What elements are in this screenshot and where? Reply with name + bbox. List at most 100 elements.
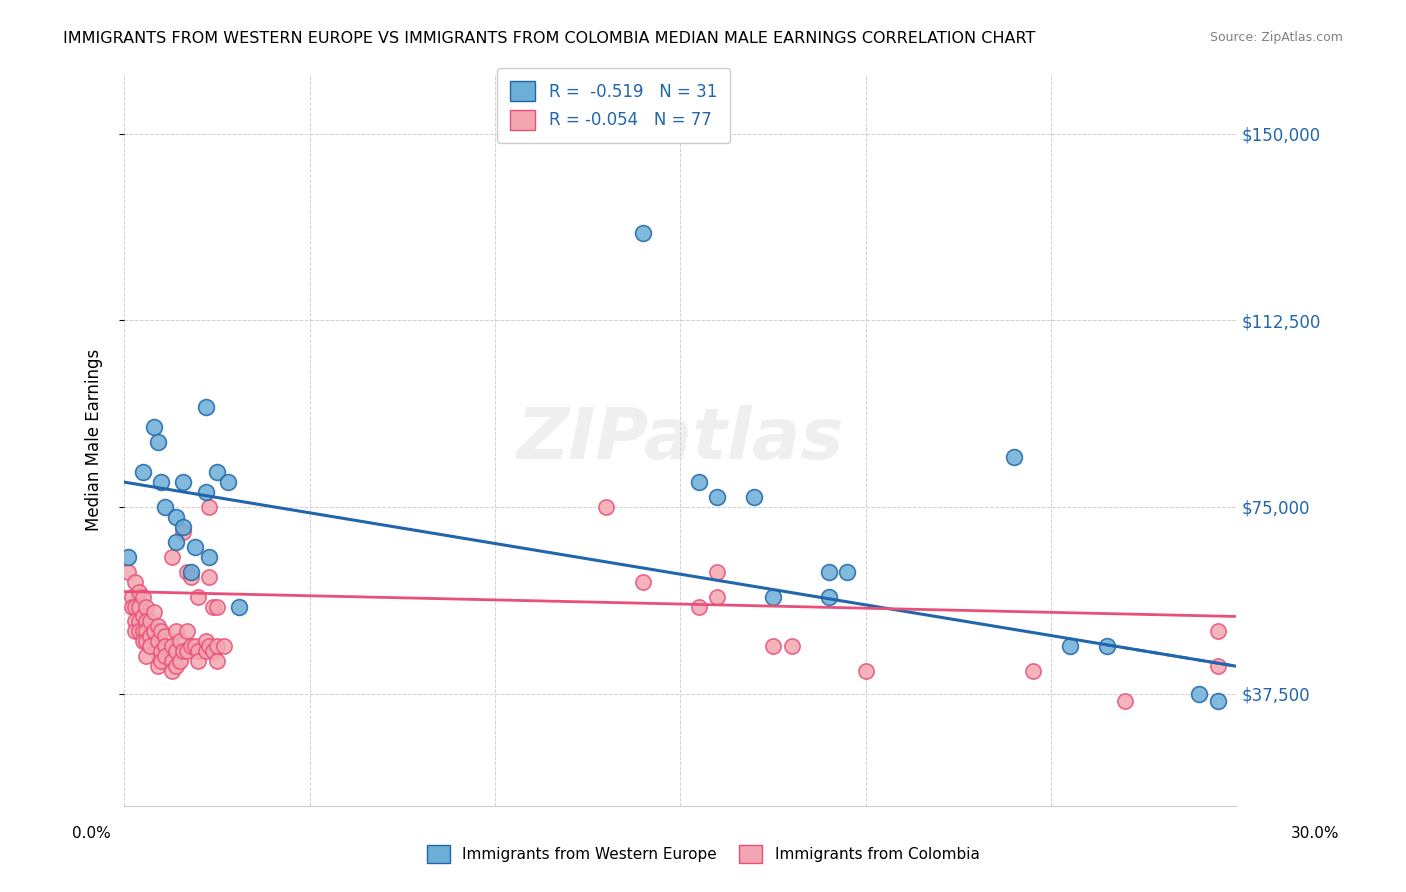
- Point: [128, 599, 150, 614]
- Point: [131, 465, 153, 479]
- Point: [146, 435, 169, 450]
- Point: [205, 599, 228, 614]
- Point: [124, 624, 146, 639]
- Point: [817, 565, 839, 579]
- Point: [817, 590, 839, 604]
- Point: [131, 590, 153, 604]
- Point: [135, 599, 157, 614]
- Point: [1206, 694, 1229, 708]
- Point: [837, 565, 859, 579]
- Point: [180, 640, 202, 654]
- Point: [162, 654, 184, 668]
- Point: [169, 634, 191, 648]
- Text: IMMIGRANTS FROM WESTERN EUROPE VS IMMIGRANTS FROM COLOMBIA MEDIAN MALE EARNINGS : IMMIGRANTS FROM WESTERN EUROPE VS IMMIGR…: [63, 31, 1036, 46]
- Point: [1059, 640, 1081, 654]
- Point: [131, 634, 153, 648]
- Point: [205, 465, 228, 479]
- Point: [172, 475, 194, 489]
- Point: [194, 485, 217, 500]
- Point: [153, 629, 176, 643]
- Point: [183, 540, 205, 554]
- Point: [198, 640, 221, 654]
- Point: [142, 420, 165, 434]
- Point: [135, 624, 157, 639]
- Point: [172, 524, 194, 539]
- Point: [153, 649, 176, 664]
- Point: [205, 654, 228, 668]
- Point: [121, 599, 143, 614]
- Point: [202, 599, 225, 614]
- Point: [706, 490, 728, 504]
- Point: [202, 644, 225, 658]
- Point: [128, 624, 150, 639]
- Point: [146, 619, 169, 633]
- Text: 30.0%: 30.0%: [1291, 827, 1339, 841]
- Text: Source: ZipAtlas.com: Source: ZipAtlas.com: [1209, 31, 1343, 45]
- Point: [165, 644, 187, 658]
- Legend: R =  -0.519   N = 31, R = -0.054   N = 77: R = -0.519 N = 31, R = -0.054 N = 77: [496, 68, 730, 144]
- Point: [762, 640, 785, 654]
- Point: [169, 654, 191, 668]
- Point: [139, 629, 162, 643]
- Point: [176, 624, 198, 639]
- Point: [198, 549, 221, 564]
- Point: [212, 640, 235, 654]
- Point: [165, 624, 187, 639]
- Point: [1002, 450, 1025, 465]
- Point: [124, 599, 146, 614]
- Point: [706, 590, 728, 604]
- Point: [194, 401, 217, 415]
- Point: [165, 534, 187, 549]
- Point: [162, 665, 184, 679]
- Point: [128, 584, 150, 599]
- Y-axis label: Median Male Earnings: Median Male Earnings: [86, 349, 103, 531]
- Point: [631, 574, 654, 589]
- Point: [139, 615, 162, 629]
- Point: [187, 590, 209, 604]
- Text: 0.0%: 0.0%: [72, 827, 111, 841]
- Point: [1114, 694, 1136, 708]
- Point: [150, 624, 173, 639]
- Point: [762, 590, 785, 604]
- Point: [142, 624, 165, 639]
- Point: [162, 549, 184, 564]
- Point: [180, 565, 202, 579]
- Point: [146, 634, 169, 648]
- Legend: Immigrants from Western Europe, Immigrants from Colombia: Immigrants from Western Europe, Immigran…: [415, 832, 991, 875]
- Point: [150, 475, 173, 489]
- Point: [135, 634, 157, 648]
- Point: [631, 226, 654, 240]
- Point: [194, 634, 217, 648]
- Point: [165, 510, 187, 524]
- Point: [706, 565, 728, 579]
- Point: [187, 644, 209, 658]
- Point: [194, 644, 217, 658]
- Point: [688, 599, 710, 614]
- Point: [124, 615, 146, 629]
- Point: [146, 659, 169, 673]
- Text: ZIPatlas: ZIPatlas: [516, 405, 844, 475]
- Point: [139, 640, 162, 654]
- Point: [855, 665, 877, 679]
- Point: [142, 605, 165, 619]
- Point: [780, 640, 803, 654]
- Point: [117, 565, 139, 579]
- Point: [183, 640, 205, 654]
- Point: [172, 644, 194, 658]
- Point: [198, 569, 221, 583]
- Point: [165, 659, 187, 673]
- Point: [153, 640, 176, 654]
- Point: [124, 574, 146, 589]
- Point: [205, 640, 228, 654]
- Point: [117, 549, 139, 564]
- Point: [228, 599, 250, 614]
- Point: [135, 615, 157, 629]
- Point: [153, 500, 176, 514]
- Point: [176, 644, 198, 658]
- Point: [128, 615, 150, 629]
- Point: [180, 569, 202, 583]
- Point: [172, 520, 194, 534]
- Point: [162, 640, 184, 654]
- Point: [1206, 659, 1229, 673]
- Point: [135, 649, 157, 664]
